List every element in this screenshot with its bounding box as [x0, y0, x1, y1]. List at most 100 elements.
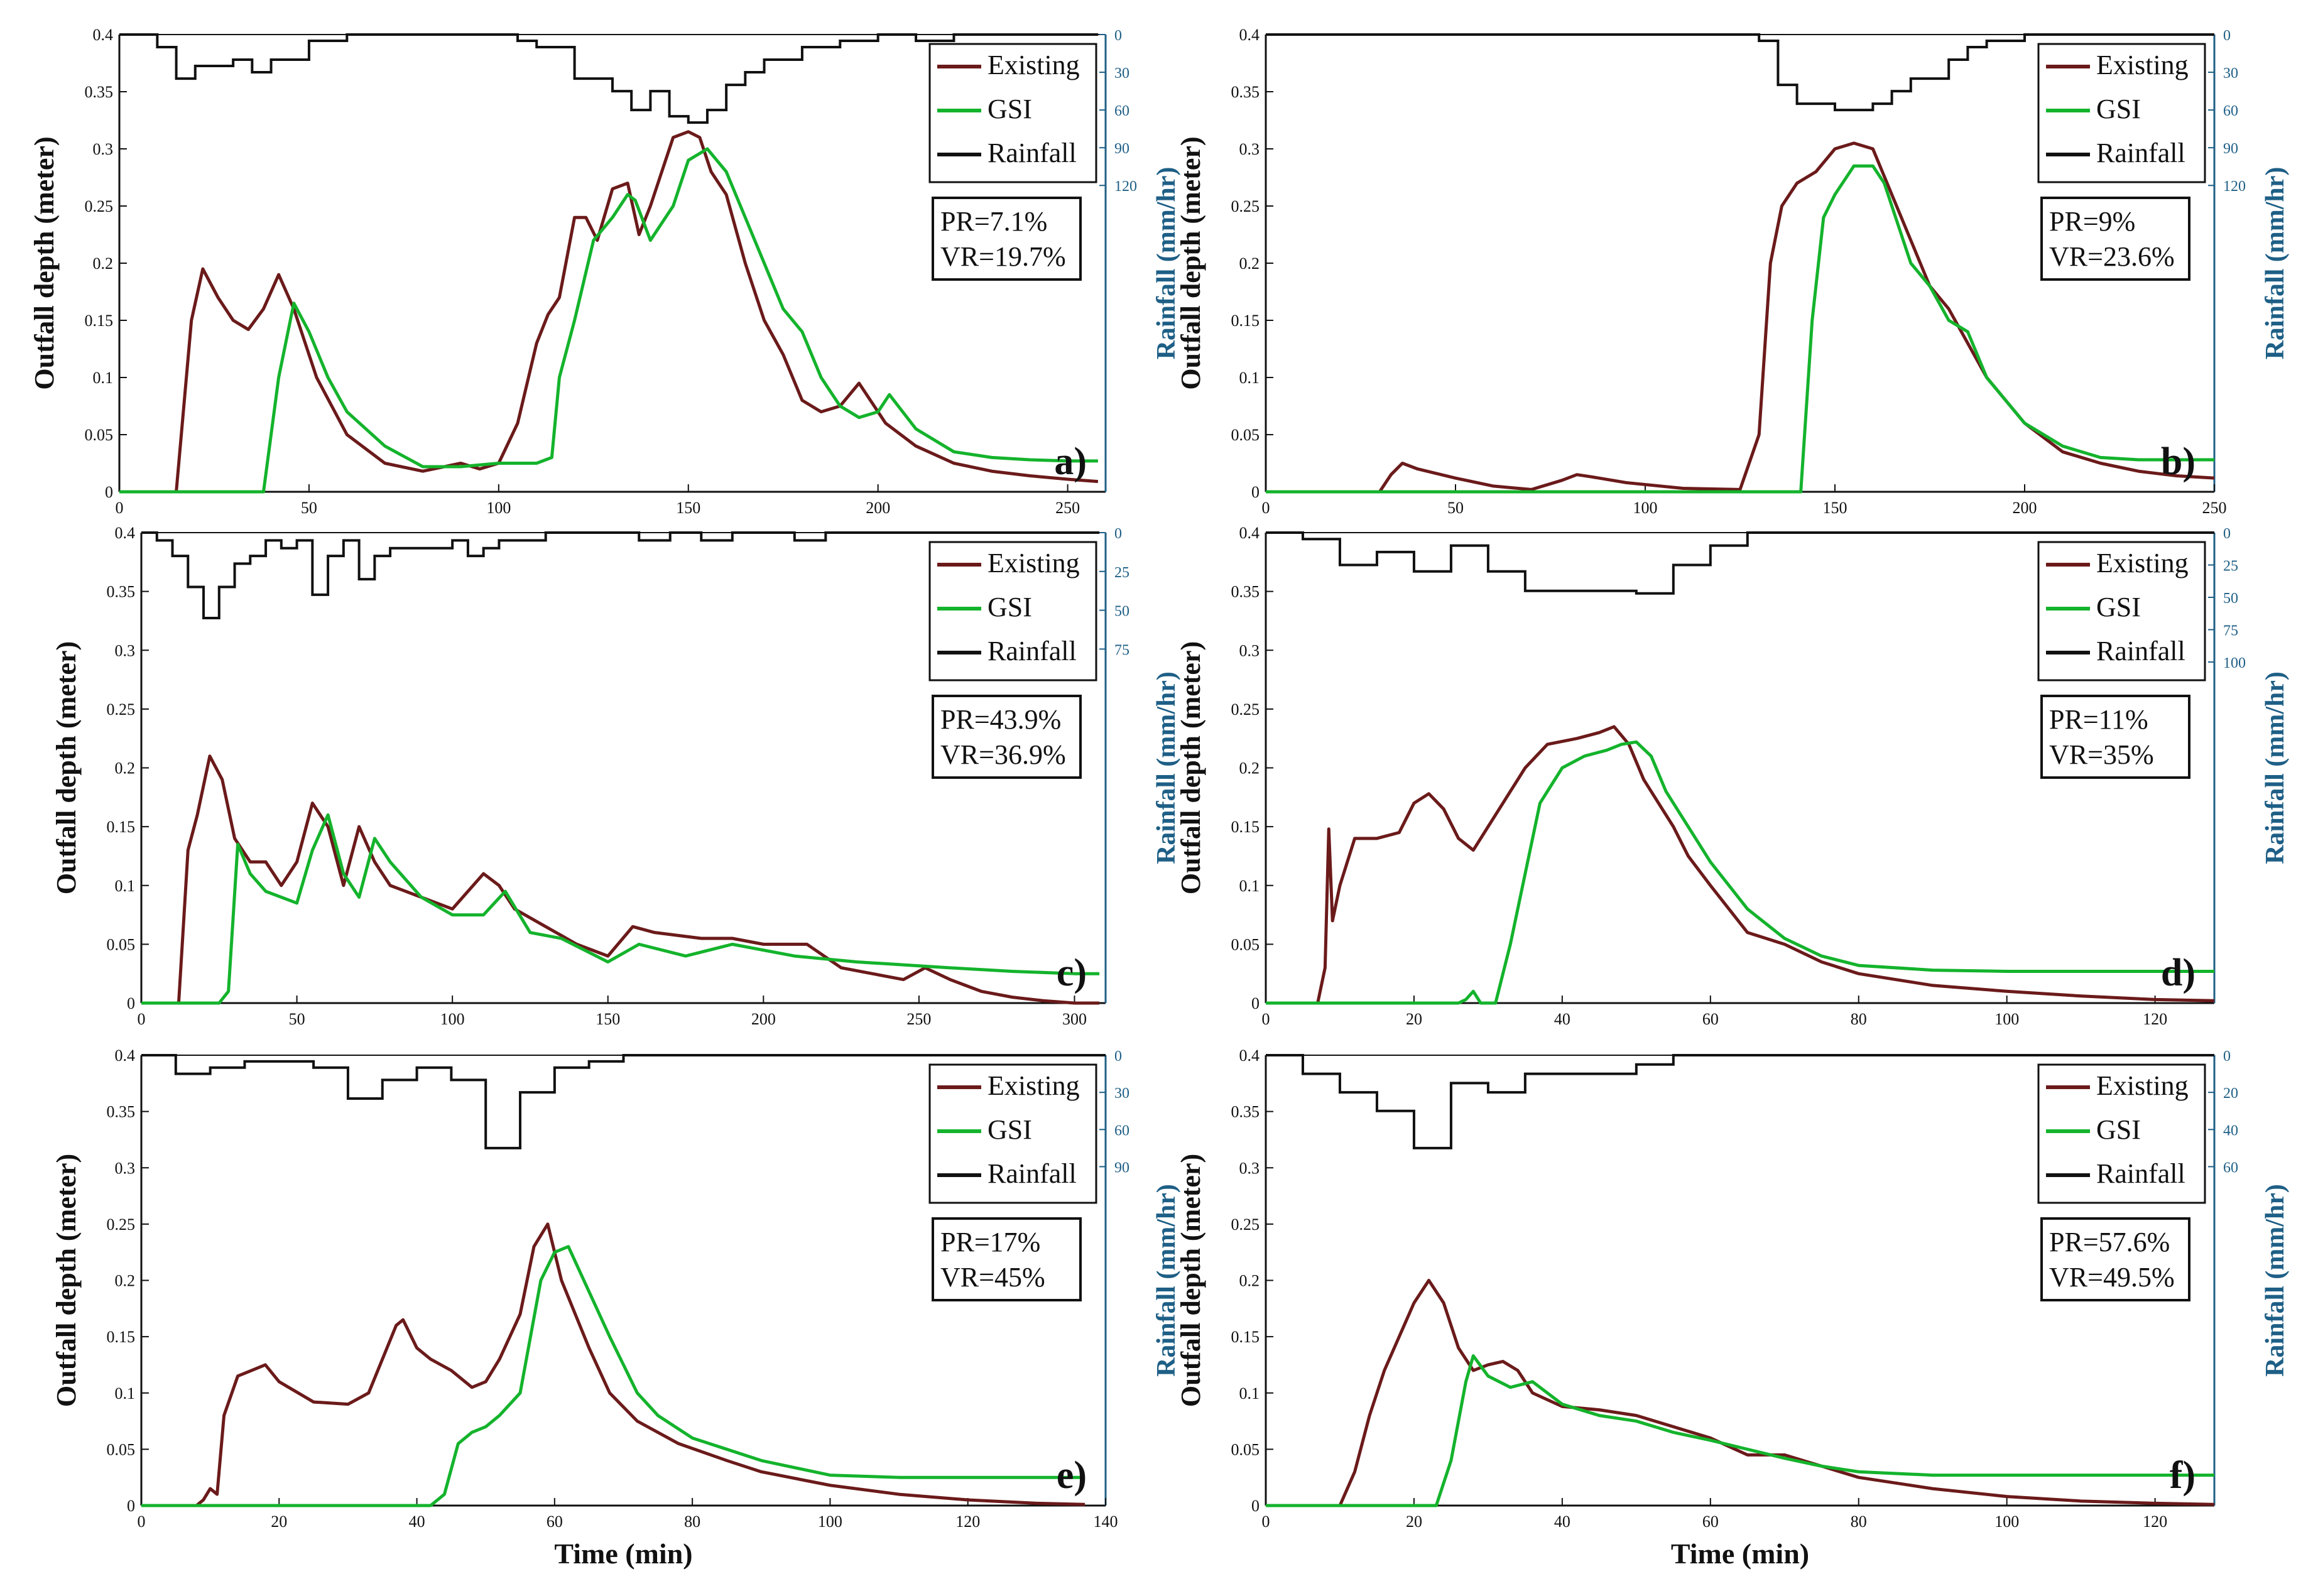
- legend-label-rainfall: Rainfall: [988, 636, 1077, 666]
- legend: Existing GSI Rainfall: [928, 541, 1097, 681]
- y-axis-label: Outfall depth (meter): [1175, 136, 1206, 389]
- panel-c: 0 0.05 0.1 0.15 0.2 0.25 0.3 0.35 0.4 0 50 100 150 20…: [51, 524, 1181, 1028]
- y2-tick-label: 60: [1114, 1122, 1129, 1139]
- legend-label-gsi: GSI: [988, 1114, 1032, 1145]
- series-line-gsi: [141, 813, 1100, 1005]
- y2-tick-label: 0: [1114, 1048, 1122, 1065]
- y2-tick-label: 30: [1114, 65, 1129, 82]
- legend-label-rainfall: Rainfall: [2096, 1158, 2185, 1189]
- x-tick-label: 200: [866, 499, 890, 517]
- x-tick-label: 60: [547, 1512, 563, 1531]
- stats-text: PR=9%: [2049, 206, 2135, 237]
- y-tick-label: 0.1: [115, 1384, 136, 1403]
- legend-label-gsi: GSI: [2096, 94, 2141, 124]
- stats-box: PR=17% VR=45%: [932, 1217, 1082, 1301]
- y-tick-label: 0.25: [107, 700, 136, 719]
- panel-e: 0 0.05 0.1 0.15 0.2 0.25 0.3 0.35 0.4 0 20 40 60 80 10…: [51, 1046, 1181, 1570]
- y-tick-label: 0.1: [1239, 877, 1260, 895]
- x-tick-label: 150: [676, 499, 700, 517]
- series-line-existing: [1266, 725, 2215, 1005]
- y-tick-label: 0.15: [107, 818, 136, 836]
- panel-label: e): [1057, 1454, 1087, 1497]
- x-tick-label: 150: [596, 1010, 620, 1028]
- x-tick-label: 40: [409, 1512, 425, 1531]
- y-tick-label: 0: [1251, 994, 1260, 1012]
- x-tick-label: 250: [2202, 499, 2227, 517]
- y-tick-label: 0.3: [1239, 641, 1260, 660]
- y-tick-label: 0: [127, 1497, 135, 1515]
- y2-tick-label: 60: [1114, 103, 1129, 119]
- x-tick-label: 100: [486, 499, 511, 517]
- legend-label-existing: Existing: [988, 50, 1080, 80]
- y-tick-label: 0: [105, 483, 113, 501]
- y-tick-label: 0.1: [93, 369, 114, 387]
- panel-d: 0 0.05 0.1 0.15 0.2 0.25 0.3 0.35 0.4 0 20 40 60 80 10…: [1175, 524, 2290, 1028]
- y-tick-label: 0.1: [1239, 369, 1260, 387]
- y-tick-label: 0.3: [93, 140, 114, 158]
- y-axis-label: Outfall depth (meter): [1175, 641, 1206, 894]
- y2-tick-label: 30: [1114, 1085, 1129, 1102]
- y-tick-label: 0.2: [1239, 759, 1260, 778]
- series-line-gsi: [141, 1245, 1086, 1507]
- y2-tick-label: 60: [2223, 103, 2238, 119]
- y-tick-label: 0.2: [115, 1272, 136, 1290]
- y-axis-label: Outfall depth (meter): [51, 1154, 82, 1407]
- y-tick-label: 0.4: [93, 26, 114, 44]
- x-tick-label: 140: [1094, 1512, 1118, 1531]
- x-tick-label: 0: [138, 1512, 146, 1531]
- y-tick-label: 0.2: [1239, 1272, 1260, 1290]
- series-line-rainfall: [141, 1054, 1106, 1149]
- y-tick-label: 0.4: [115, 1046, 136, 1065]
- y-tick-label: 0.2: [93, 254, 114, 273]
- stats-text: VR=23.6%: [2049, 241, 2175, 272]
- x-tick-label: 120: [2143, 1010, 2167, 1028]
- y-tick-label: 0.35: [107, 1103, 136, 1121]
- y-tick-label: 0.35: [107, 583, 136, 601]
- y2-tick-label: 100: [2223, 655, 2246, 671]
- y-tick-label: 0: [1251, 483, 1260, 501]
- y2-axis-label: Rainfall (mm/hr): [1152, 1184, 1181, 1377]
- y-tick-label: 0.2: [1239, 254, 1260, 273]
- y-tick-label: 0.35: [1231, 583, 1260, 601]
- y2-tick-label: 50: [1114, 604, 1129, 620]
- series-line-existing: [119, 130, 1099, 494]
- x-axis-label: Time (min): [1671, 1538, 1809, 1570]
- y-tick-label: 0.1: [1239, 1384, 1260, 1403]
- y-tick-label: 0.15: [1231, 312, 1260, 330]
- legend: Existing GSI Rainfall: [2037, 1063, 2206, 1204]
- x-tick-label: 0: [116, 499, 124, 517]
- y2-tick-label: 120: [2223, 178, 2246, 195]
- panel-label: c): [1057, 952, 1087, 994]
- stats-box-frame: [932, 1217, 1082, 1301]
- series-line-existing: [141, 754, 1100, 1005]
- legend-label-existing: Existing: [988, 1070, 1080, 1101]
- y-tick-label: 0: [1251, 1497, 1260, 1515]
- stats-box: PR=9% VR=23.6%: [2040, 197, 2190, 281]
- legend-label-existing: Existing: [2096, 548, 2189, 578]
- x-tick-label: 100: [1994, 1010, 2019, 1028]
- legend: Existing GSI Rainfall: [928, 1063, 1097, 1204]
- x-tick-label: 60: [1702, 1512, 1719, 1531]
- y2-axis-label: Rainfall (mm/hr): [1152, 671, 1181, 864]
- series-line-rainfall: [119, 33, 1098, 124]
- panel-label: f): [2170, 1454, 2196, 1497]
- series-line-existing: [141, 1222, 1086, 1507]
- legend-label-rainfall: Rainfall: [2096, 636, 2185, 666]
- y-tick-label: 0.25: [85, 197, 114, 215]
- y-tick-label: 0.3: [1239, 140, 1260, 158]
- y2-tick-label: 0: [1114, 526, 1122, 542]
- y2-axis-label: Rainfall (mm/hr): [2261, 671, 2290, 864]
- y2-tick-label: 90: [1114, 1159, 1129, 1176]
- x-tick-label: 40: [1554, 1010, 1570, 1028]
- stats-box-frame: [932, 197, 1082, 281]
- y-axis-label: Outfall depth (meter): [1175, 1154, 1206, 1407]
- y-tick-label: 0.25: [1231, 700, 1260, 719]
- y2-tick-label: 25: [2223, 558, 2238, 574]
- x-tick-label: 100: [440, 1010, 465, 1028]
- y-tick-label: 0: [127, 994, 135, 1012]
- legend-label-existing: Existing: [988, 548, 1080, 578]
- x-tick-label: 40: [1554, 1512, 1570, 1531]
- x-tick-label: 80: [1851, 1512, 1867, 1531]
- x-tick-label: 250: [1055, 499, 1080, 517]
- y-tick-label: 0.05: [1231, 426, 1260, 444]
